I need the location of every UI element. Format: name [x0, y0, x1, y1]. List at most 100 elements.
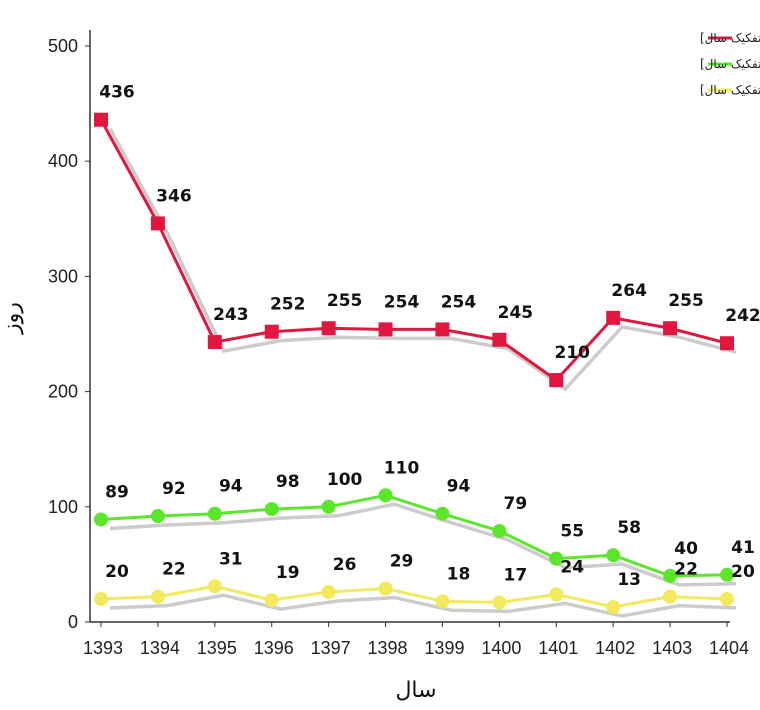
- series-1-shadow: [109, 502, 737, 587]
- series-2-data-label: 20: [105, 562, 129, 582]
- series-0-shadow: [108, 127, 737, 392]
- y-tick-label: 500: [48, 36, 78, 56]
- y-tick-label: 0: [68, 612, 78, 632]
- x-tick-label: 1403: [652, 638, 692, 658]
- x-tick-label: 1399: [424, 638, 464, 658]
- series-1-data-label: 94: [447, 477, 471, 497]
- legend-box: [390, 16, 735, 110]
- series-0-data-label: 264: [611, 281, 647, 301]
- series-1-point: [264, 502, 279, 517]
- series-1-data-label: 94: [219, 477, 243, 497]
- series-0-data-label: 255: [327, 291, 363, 311]
- series-2-data-label: 22: [162, 560, 186, 580]
- series-2-data-label: 26: [333, 555, 357, 575]
- series-2-point: [264, 593, 279, 608]
- series-2-point: [720, 591, 734, 606]
- series-0-point: [549, 373, 564, 388]
- x-tick-label: 1401: [538, 638, 578, 658]
- series-0-point: [720, 336, 734, 351]
- series-1-data-label: 40: [674, 539, 698, 559]
- series-0-line: [99, 119, 728, 383]
- series-1-data-label: 41: [731, 538, 755, 558]
- x-tick-label: 1404: [709, 638, 749, 658]
- series-2-data-label: 18: [447, 564, 471, 584]
- series-2-point: [94, 591, 108, 606]
- x-axis-title: سال: [395, 678, 436, 703]
- series-1-line: [100, 493, 728, 578]
- y-tick-label: 300: [48, 266, 78, 286]
- series-layer: [94, 112, 734, 615]
- y-tick-label: 400: [48, 151, 78, 171]
- series-2-shadow: [109, 593, 737, 618]
- series-0-data-label: 255: [668, 291, 704, 311]
- series-1-point: [720, 567, 734, 582]
- series-1-point: [663, 568, 678, 583]
- legend: میانگین زمان پذیرش نهایی تا انتشار [به ت…: [390, 16, 760, 110]
- series-0-point: [435, 322, 450, 337]
- series-0-point: [378, 322, 393, 337]
- series-2-data-label: 17: [504, 565, 528, 585]
- series-2-line: [100, 584, 728, 609]
- x-tick-label: 1395: [197, 638, 237, 658]
- legend-entry-label: میانگین زمان داوری [به تفکیک سال]: [700, 83, 760, 98]
- series-1-data-label: 110: [384, 458, 420, 478]
- data-labels: 436 346 243 252 255 254 254 245 210 264 255 242 89 92…: [99, 83, 760, 590]
- x-tick-label: 1397: [311, 638, 351, 658]
- series-2: [94, 579, 734, 615]
- series-2-data-label: 31: [219, 549, 243, 569]
- series-1-data-label: 55: [560, 522, 584, 542]
- series-0-data-label: 346: [156, 186, 192, 206]
- series-2-point: [606, 600, 621, 615]
- series-2-data-label: 22: [674, 560, 698, 580]
- series-0-data-label: 210: [555, 343, 591, 363]
- series-2-data-label: 20: [731, 562, 755, 582]
- series-1-point: [549, 551, 564, 566]
- series-0-point: [264, 324, 279, 339]
- series-1-point: [435, 506, 450, 521]
- series-2-point: [150, 589, 165, 604]
- series-0-data-label: 243: [213, 305, 249, 325]
- series-0: [94, 112, 734, 388]
- series-1-point: [378, 488, 393, 503]
- series-2-point: [549, 587, 564, 602]
- series-0-data-label: 252: [270, 295, 306, 315]
- series-1-data-label: 98: [276, 472, 300, 492]
- series-2-point: [435, 594, 450, 609]
- series-0-data-label: 254: [384, 292, 420, 312]
- x-tick-label: 1402: [595, 638, 635, 658]
- legend-entry-label: میانگین زمان دریافت تا پذیرش نهایی [به ت…: [700, 57, 760, 72]
- series-1-point: [94, 512, 108, 527]
- y-tick-label: 100: [48, 497, 78, 517]
- series-1-point: [321, 499, 336, 514]
- series-2-point: [378, 581, 393, 596]
- series-0-point: [94, 112, 108, 127]
- x-tick-label: 1393: [83, 638, 123, 658]
- series-1-data-label: 92: [162, 479, 186, 499]
- x-tick-label: 1400: [481, 638, 521, 658]
- series-0-point: [663, 321, 678, 336]
- series-0-point: [492, 332, 507, 347]
- series-2-data-label: 24: [560, 557, 584, 577]
- series-2-data-label: 19: [276, 563, 300, 583]
- series-1-point: [207, 506, 222, 521]
- series-1-data-label: 58: [617, 518, 641, 538]
- series-0-data-label: 254: [441, 292, 477, 312]
- series-1: [94, 488, 734, 583]
- series-2-data-label: 13: [617, 570, 641, 590]
- series-0-point: [207, 335, 222, 350]
- series-1-point: [606, 548, 621, 563]
- series-0-data-label: 436: [99, 83, 135, 103]
- y-axis-title: روز: [0, 302, 24, 335]
- series-2-point: [321, 585, 336, 600]
- series-2-point: [663, 589, 678, 604]
- series-1-data-label: 100: [327, 470, 363, 490]
- x-tick-label: 1398: [368, 638, 408, 658]
- series-1-data-label: 89: [105, 482, 129, 502]
- series-1-point: [492, 523, 507, 538]
- series-2-point: [207, 579, 222, 594]
- y-tick-label: 200: [48, 382, 78, 402]
- series-0-point: [150, 216, 165, 231]
- series-2-point: [492, 595, 507, 610]
